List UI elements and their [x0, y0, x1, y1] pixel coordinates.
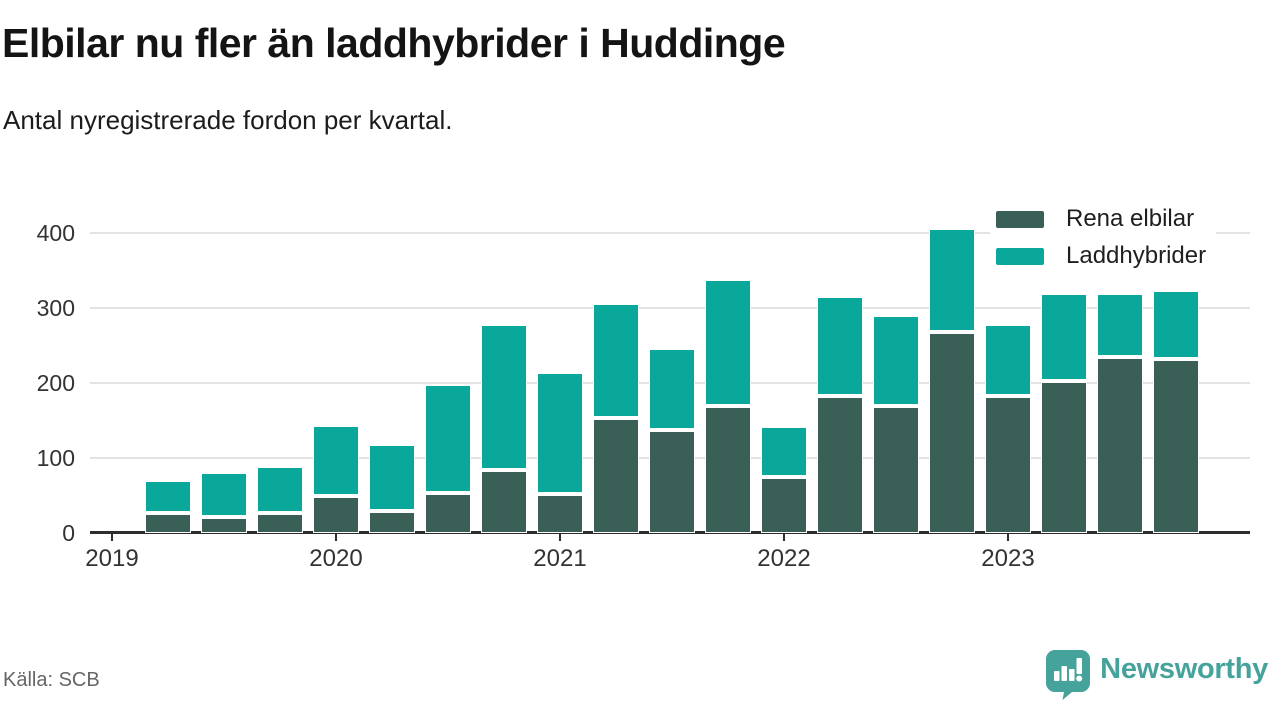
x-axis-label-2023: 2023: [981, 545, 1035, 572]
bar-2023-Q3-elbilar: [1097, 358, 1143, 533]
bar-2021-Q3-elbilar: [649, 431, 695, 533]
y-axis-label-200: 200: [36, 370, 75, 396]
bar-2021-Q4-laddhybrider: [705, 279, 751, 407]
bar-2023-Q2-laddhybrider: [1041, 293, 1087, 383]
bar-2022-Q4-elbilar: [929, 332, 975, 533]
legend-swatch-laddhybrider: [996, 247, 1044, 265]
bar-2019-Q4-elbilar: [257, 514, 303, 533]
bar-2019-Q2-laddhybrider: [145, 480, 191, 515]
legend-label: Rena elbilar: [1066, 205, 1195, 232]
legend-swatch-elbilar: [996, 210, 1044, 228]
bar-2023-Q1-laddhybrider: [985, 324, 1031, 398]
bar-2022-Q3-laddhybrider: [873, 315, 919, 407]
bar-2021-Q3-laddhybrider: [649, 349, 695, 431]
gridline-400: [90, 232, 1250, 234]
y-axis-label-300: 300: [36, 295, 75, 321]
bar-2022-Q4-laddhybrider: [929, 228, 975, 333]
brand-name: Newsworthy: [1100, 653, 1268, 685]
x-tick-2022: [783, 533, 785, 541]
legend-item-laddhybrider: Laddhybrider: [996, 242, 1206, 270]
bar-2022-Q2-elbilar: [817, 396, 863, 533]
bar-2020-Q4-laddhybrider: [481, 325, 527, 471]
bar-2022-Q2-laddhybrider: [817, 296, 863, 397]
x-axis-label-2021: 2021: [533, 545, 587, 572]
bar-2020-Q1-elbilar: [313, 497, 359, 533]
bar-2020-Q3-elbilar: [425, 494, 471, 533]
legend: Rena elbilar Laddhybrider: [990, 201, 1217, 276]
bar-2020-Q1-laddhybrider: [313, 425, 359, 497]
bar-2019-Q2-elbilar: [145, 514, 191, 533]
bar-2022-Q1-elbilar: [761, 477, 807, 533]
bar-2023-Q4-laddhybrider: [1153, 290, 1199, 360]
legend-label: Laddhybrider: [1066, 242, 1207, 269]
source-note: Källa: SCB: [3, 669, 100, 691]
bar-2020-Q3-laddhybrider: [425, 384, 471, 494]
bar-2021-Q1-laddhybrider: [537, 373, 583, 495]
y-axis-label-400: 400: [36, 220, 75, 246]
bar-2020-Q2-laddhybrider: [369, 445, 415, 512]
y-axis-label-0: 0: [62, 520, 75, 546]
x-tick-2019: [111, 533, 113, 541]
bar-2021-Q1-elbilar: [537, 494, 583, 533]
bar-2019-Q4-laddhybrider: [257, 467, 303, 515]
x-axis-label-2020: 2020: [309, 545, 363, 572]
x-tick-2021: [559, 533, 561, 541]
chart-subtitle: Antal nyregistrerade fordon per kvartal.: [3, 105, 453, 135]
bar-2019-Q3-elbilar: [201, 518, 247, 533]
bar-2021-Q4-elbilar: [705, 407, 751, 533]
bar-2019-Q3-laddhybrider: [201, 473, 247, 518]
bar-2021-Q2-laddhybrider: [593, 303, 639, 419]
gridline-300: [90, 307, 1250, 309]
chart-title: Elbilar nu fler än laddhybrider i Huddin…: [2, 20, 786, 66]
bar-2020-Q2-elbilar: [369, 512, 415, 533]
brand-logo: Newsworthy: [1046, 650, 1268, 700]
x-tick-2020: [335, 533, 337, 541]
bar-2023-Q4-elbilar: [1153, 359, 1199, 533]
bar-2020-Q4-elbilar: [481, 470, 527, 533]
bar-2022-Q3-elbilar: [873, 407, 919, 533]
y-axis-label-100: 100: [36, 445, 75, 471]
x-axis-label-2022: 2022: [757, 545, 811, 572]
bar-2023-Q2-elbilar: [1041, 382, 1087, 533]
bar-2021-Q2-elbilar: [593, 419, 639, 533]
bar-2023-Q3-laddhybrider: [1097, 293, 1143, 359]
newsworthy-pin-icon: [1046, 650, 1091, 700]
bar-2023-Q1-elbilar: [985, 397, 1031, 533]
plot-area: 0 100 200 300 400 2019 2020 2021 2022 2023: [37, 200, 1250, 572]
x-axis-label-2019: 2019: [85, 545, 139, 572]
legend-item-elbilar: Rena elbilar: [996, 205, 1206, 233]
bar-2022-Q1-laddhybrider: [761, 426, 807, 478]
x-tick-2023: [1007, 533, 1009, 541]
